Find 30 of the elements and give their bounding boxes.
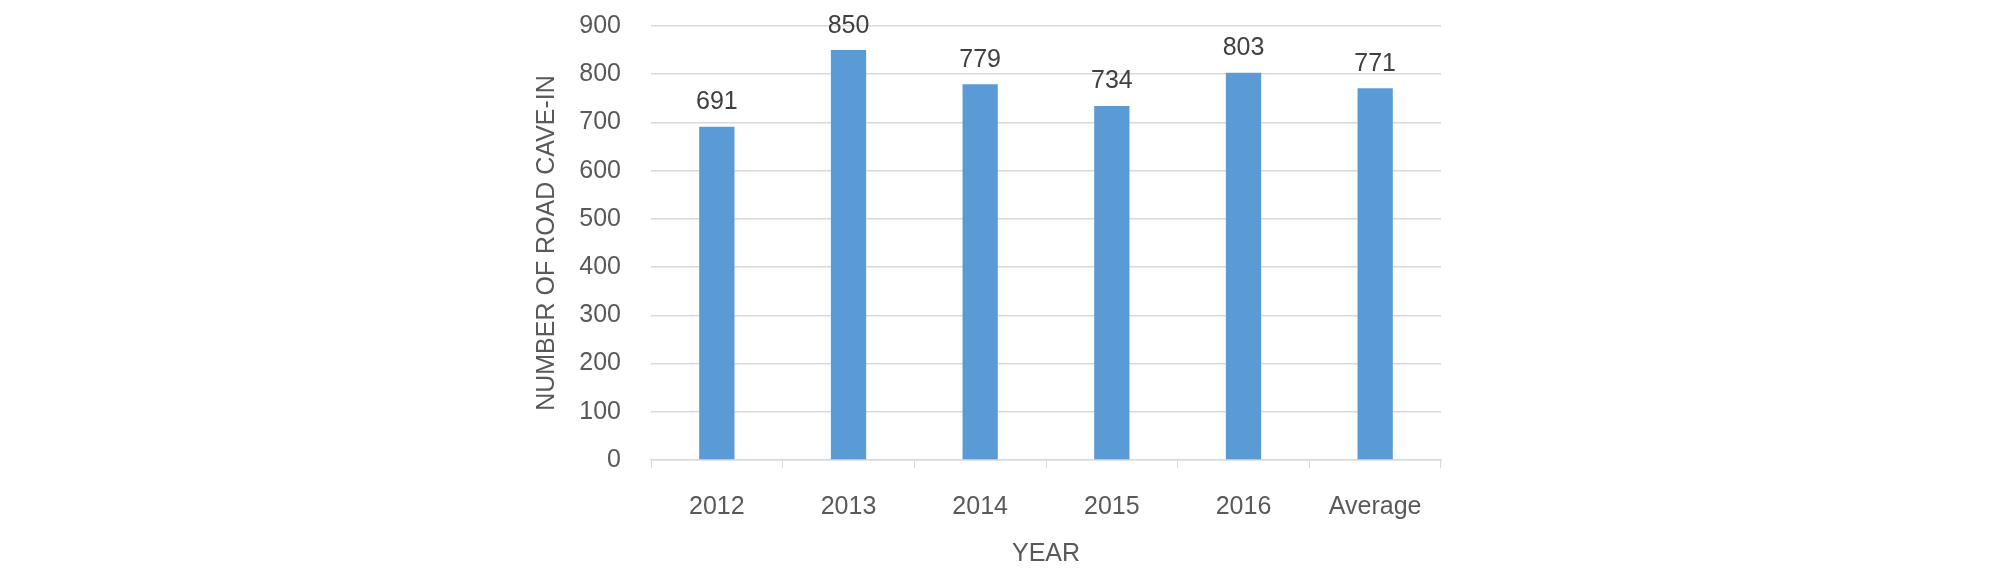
y-tick-label: 800 <box>579 58 621 87</box>
data-label: 734 <box>1090 65 1133 94</box>
x-tick-label: 2016 <box>1215 490 1272 519</box>
data-label: 691 <box>695 86 738 115</box>
x-tick-label: 2013 <box>820 490 877 519</box>
bar <box>1357 88 1393 460</box>
data-label: 779 <box>959 43 1002 72</box>
y-tick-label: 600 <box>579 154 621 183</box>
y-tick-label: 100 <box>579 395 621 424</box>
y-tick-label: 200 <box>579 347 621 376</box>
x-axis-title: YEAR <box>1011 537 1081 566</box>
bar <box>962 84 998 460</box>
y-tick-label: 900 <box>579 9 621 38</box>
bar <box>699 126 735 460</box>
y-tick-label: 400 <box>579 251 621 279</box>
data-label: 771 <box>1354 47 1397 76</box>
data-label: 850 <box>827 9 870 38</box>
y-tick-label: 700 <box>579 106 621 135</box>
bar <box>830 50 867 460</box>
y-tick-label: 0 <box>607 443 621 472</box>
x-tick-label: 2015 <box>1084 490 1140 519</box>
bar <box>1225 72 1262 460</box>
data-label: 803 <box>1222 32 1265 61</box>
x-tick-label: 2014 <box>952 490 1009 519</box>
y-tick-label: 500 <box>579 202 621 231</box>
x-tick-label: 2012 <box>689 490 745 519</box>
y-tick-label: 300 <box>579 299 621 328</box>
x-tick-label: Average <box>1328 490 1422 519</box>
bar <box>1094 106 1130 460</box>
y-axis-title: NUMBER OF ROAD CAVE-IN <box>530 75 559 411</box>
